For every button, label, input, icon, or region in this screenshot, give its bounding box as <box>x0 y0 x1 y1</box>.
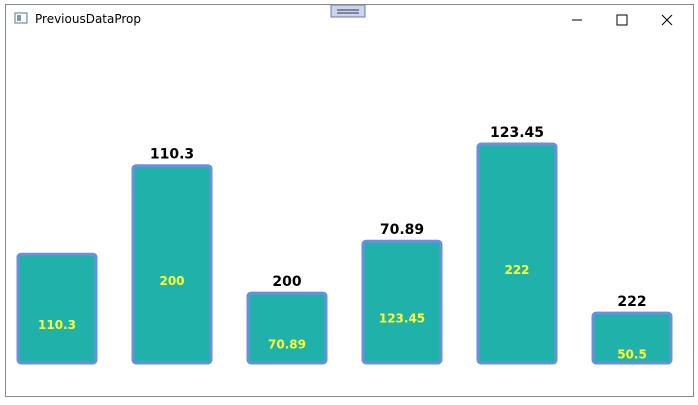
value-label: 222 <box>504 263 529 277</box>
bar <box>591 311 673 365</box>
window-title: PreviousDataProp <box>35 12 142 26</box>
value-label: 123.45 <box>379 312 425 326</box>
chart: 110.3 200 110.3 70.89 200 123.45 70.89 222 123.4… <box>16 125 673 365</box>
previous-value-label: 222 <box>617 294 646 310</box>
app-icon-part <box>17 15 21 21</box>
value-label: 200 <box>159 274 184 288</box>
bar <box>16 252 98 365</box>
debug-toolbar[interactable] <box>330 5 366 18</box>
previous-value-label: 70.89 <box>380 222 424 238</box>
value-label: 110.3 <box>38 318 76 332</box>
title-bar <box>14 5 673 26</box>
maximize-button[interactable] <box>616 14 628 26</box>
bar <box>361 239 443 365</box>
close-button[interactable] <box>661 14 673 26</box>
bar <box>476 142 558 365</box>
bar <box>246 291 328 365</box>
window: PreviousDataProp 110.3 200 110.3 70.89 200 12… <box>5 4 694 397</box>
bar <box>131 164 213 365</box>
previous-value-label: 200 <box>272 274 301 290</box>
value-label: 50.5 <box>617 348 647 362</box>
previous-value-label: 123.45 <box>490 125 544 141</box>
previous-value-label: 110.3 <box>150 147 194 163</box>
value-label: 70.89 <box>268 338 306 352</box>
